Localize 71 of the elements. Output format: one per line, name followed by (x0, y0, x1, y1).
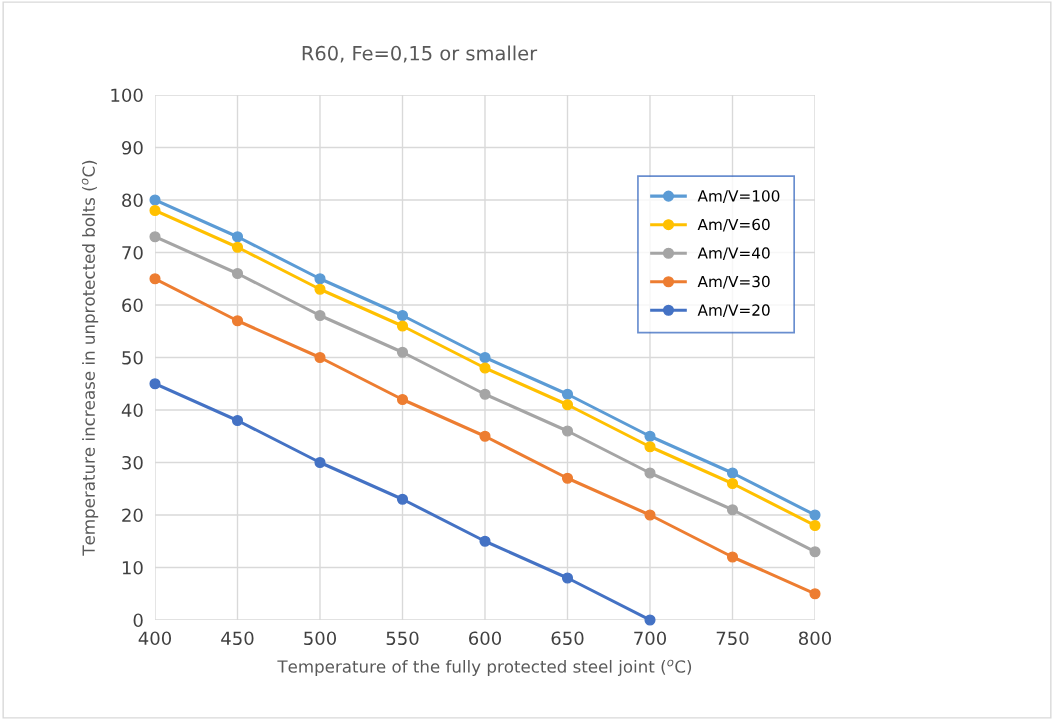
point (561, 399, 574, 411)
point (479, 535, 491, 547)
point (644, 441, 656, 453)
point (396, 320, 409, 332)
point (396, 393, 409, 406)
x-tick-label: 800 (798, 631, 832, 646)
point (231, 241, 244, 253)
y-tick-label: 10 (122, 560, 143, 575)
point (314, 456, 326, 469)
point (726, 551, 739, 563)
point (809, 519, 821, 532)
x-axis-title: Temperature of the fully protected steel joint ($^{o}$C) (277, 659, 692, 677)
x-tick-label: 450 (221, 631, 254, 646)
point (479, 388, 491, 400)
y-tick-label: 50 (122, 350, 143, 365)
y-tick-label: 20 (122, 508, 143, 523)
point (314, 351, 326, 364)
point (479, 430, 491, 442)
point (231, 315, 244, 327)
y-tick-label: 80 (122, 193, 143, 208)
point (809, 509, 821, 521)
point (396, 309, 409, 322)
y-tick-label: 0 (133, 613, 143, 628)
point (561, 572, 574, 584)
point (149, 231, 161, 243)
point (231, 231, 244, 243)
legend-label: Am/V=20 (697, 304, 770, 318)
point (726, 477, 739, 490)
y-tick-label: 100 (111, 88, 143, 103)
x-tick-label: 550 (386, 631, 419, 646)
point (149, 273, 161, 285)
point (396, 493, 409, 505)
point (396, 346, 409, 358)
point (726, 504, 739, 516)
x-tick-label: 600 (469, 631, 502, 646)
point (479, 362, 491, 374)
y-tick-label: 70 (122, 245, 143, 260)
point (149, 378, 161, 390)
point (314, 309, 326, 322)
point (561, 425, 574, 437)
point (231, 267, 244, 280)
point (809, 588, 821, 600)
y-tick-label: 40 (121, 403, 143, 418)
point (644, 467, 656, 479)
point (644, 509, 656, 521)
point (809, 546, 821, 558)
legend-label: Am/V=40 (697, 247, 770, 260)
x-tick-label: 750 (716, 631, 749, 646)
y-axis-title: Temperature increase in unprotected bolts ($^{o}$C) (81, 160, 99, 556)
point (149, 204, 161, 217)
point (149, 194, 161, 206)
point (726, 467, 739, 479)
point (561, 388, 574, 400)
point (231, 414, 244, 427)
legend-label: Am/V=30 (697, 275, 770, 289)
x-tick-label: 650 (551, 631, 584, 646)
point (561, 472, 574, 484)
point (314, 283, 326, 295)
point (644, 430, 656, 442)
point (314, 273, 326, 285)
x-tick-label: 500 (304, 631, 337, 646)
x-tick-label: 400 (138, 631, 172, 646)
point (644, 614, 656, 626)
legend-label: Am/V=100 (697, 190, 780, 203)
legend-label: Am/V=60 (697, 218, 770, 232)
y-tick-label: 30 (122, 455, 143, 470)
point (479, 351, 491, 364)
chart-title: R60, Fe=0,15 or smaller (302, 45, 538, 63)
y-tick-label: 90 (122, 140, 143, 155)
y-tick-label: 60 (122, 298, 143, 313)
x-tick-label: 700 (634, 631, 667, 646)
